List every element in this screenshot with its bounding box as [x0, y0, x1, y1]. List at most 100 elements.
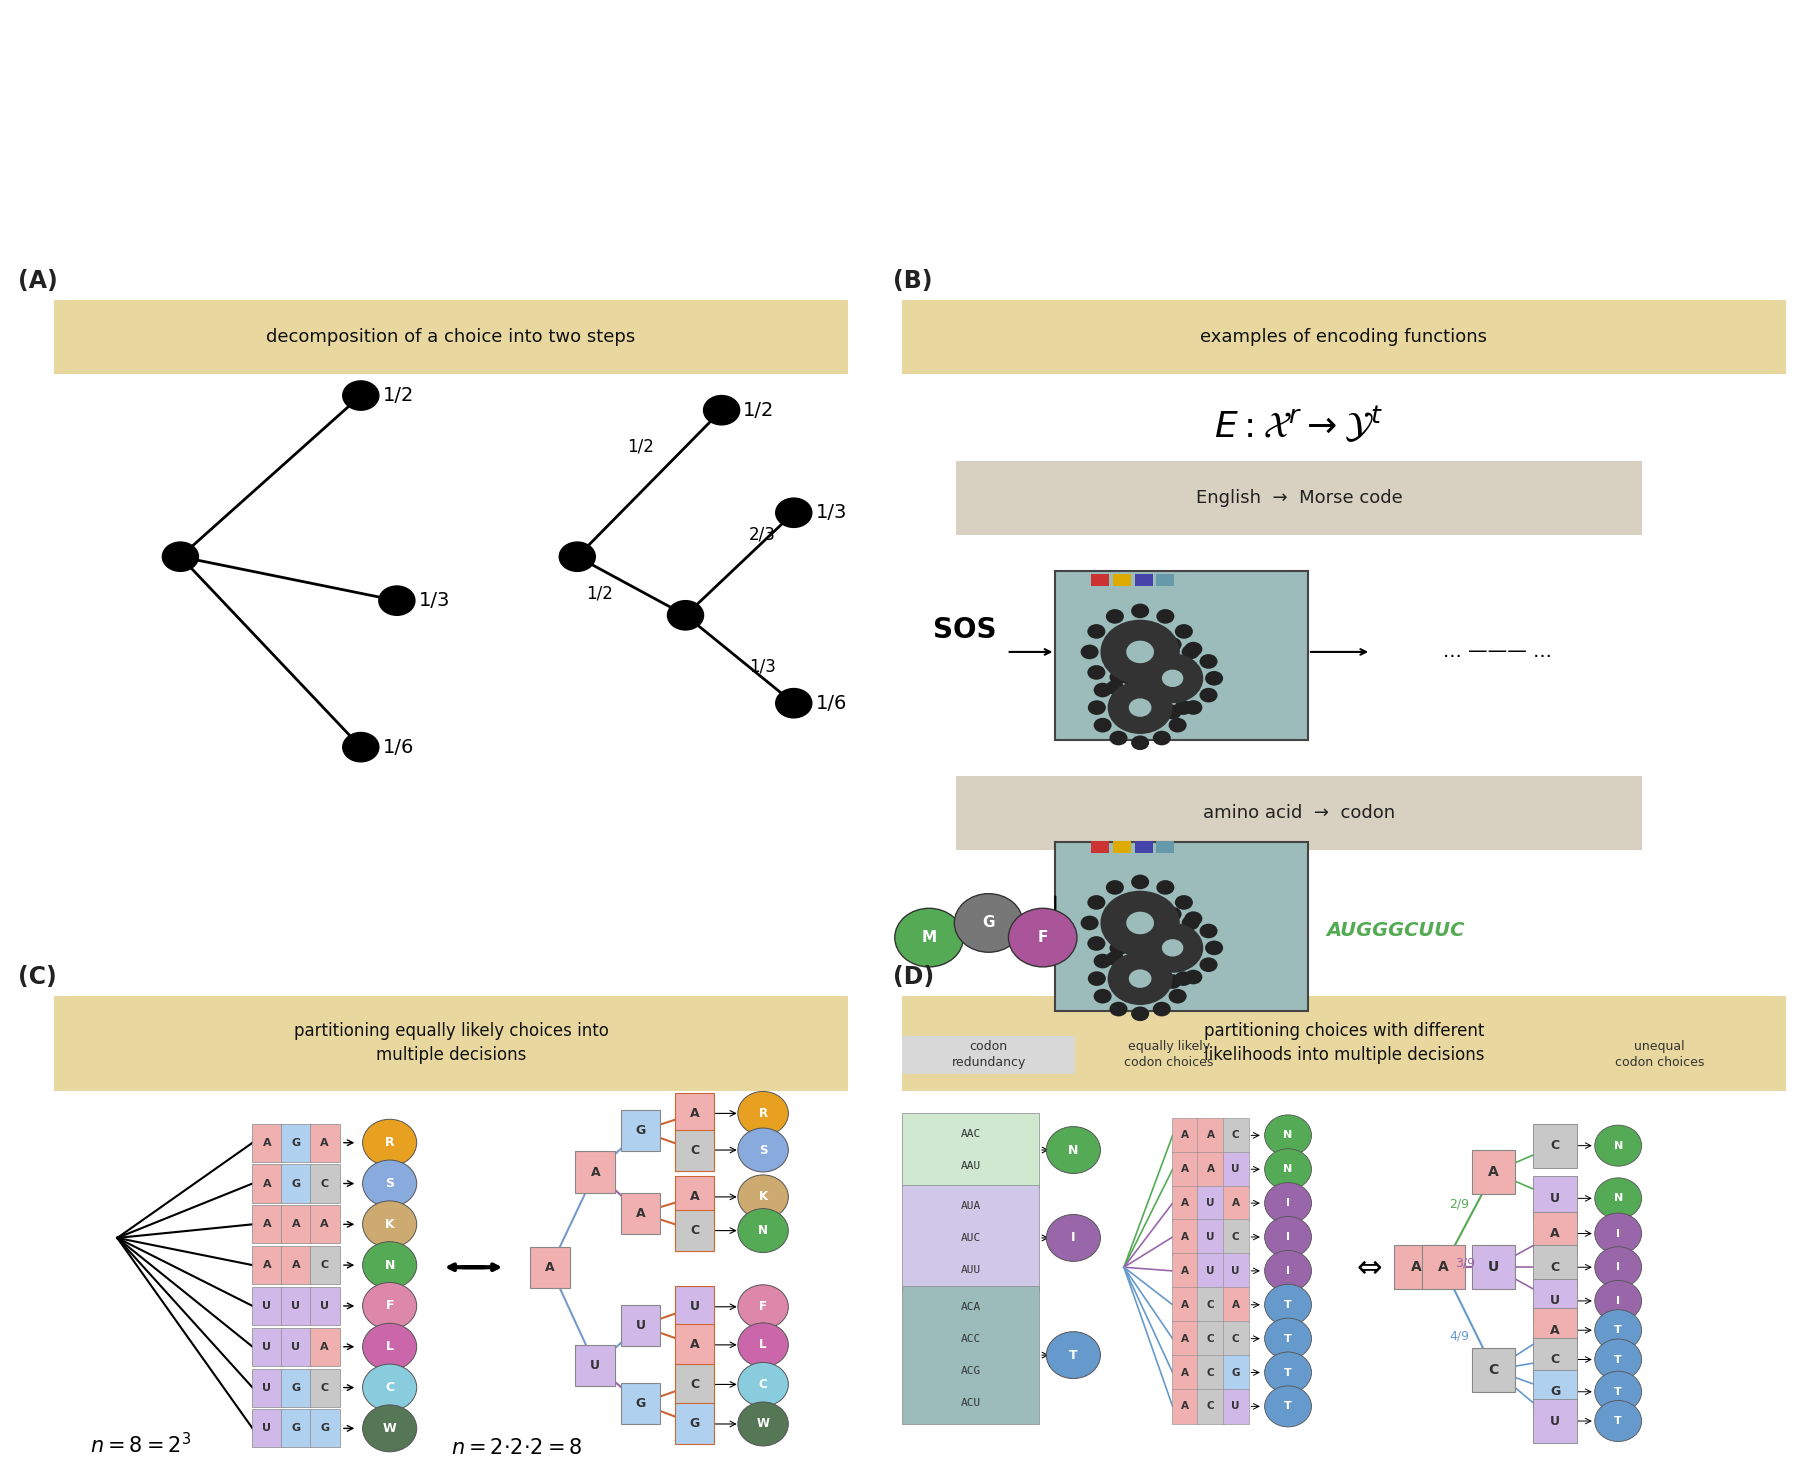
- Text: T: T: [1284, 1333, 1292, 1343]
- FancyBboxPatch shape: [530, 1247, 570, 1288]
- Circle shape: [1122, 671, 1140, 686]
- Circle shape: [1109, 941, 1128, 955]
- Ellipse shape: [1265, 1182, 1312, 1223]
- Ellipse shape: [738, 1402, 788, 1446]
- FancyBboxPatch shape: [253, 1124, 281, 1162]
- Circle shape: [1174, 665, 1192, 680]
- FancyBboxPatch shape: [1533, 1370, 1577, 1414]
- FancyBboxPatch shape: [621, 1193, 660, 1234]
- Circle shape: [1093, 989, 1111, 1004]
- FancyBboxPatch shape: [1198, 1321, 1223, 1357]
- Circle shape: [1164, 907, 1182, 921]
- Text: 1/2: 1/2: [382, 387, 413, 404]
- FancyBboxPatch shape: [902, 1185, 1039, 1291]
- Circle shape: [1169, 683, 1187, 697]
- Text: partitioning choices with different
likelihoods into multiple decisions: partitioning choices with different like…: [1203, 1023, 1485, 1064]
- Circle shape: [1144, 642, 1162, 656]
- Text: A: A: [263, 1178, 271, 1188]
- Text: C: C: [689, 1144, 700, 1156]
- Circle shape: [1174, 936, 1192, 951]
- Text: A: A: [1182, 1402, 1189, 1411]
- Text: (C): (C): [18, 965, 56, 989]
- Text: 1/3: 1/3: [749, 658, 776, 675]
- Circle shape: [1164, 974, 1182, 989]
- Circle shape: [1200, 923, 1218, 939]
- Ellipse shape: [738, 1209, 788, 1253]
- FancyBboxPatch shape: [1055, 842, 1308, 1011]
- Text: A: A: [1550, 1324, 1560, 1336]
- Circle shape: [1153, 670, 1171, 684]
- Text: C: C: [1232, 1333, 1239, 1343]
- Circle shape: [1169, 989, 1187, 1004]
- Circle shape: [1129, 699, 1151, 716]
- Text: ... ——— ...: ... ——— ...: [1443, 643, 1551, 661]
- Text: unequal
codon choices: unequal codon choices: [1615, 1040, 1705, 1069]
- Circle shape: [1131, 735, 1149, 750]
- Text: A: A: [321, 1219, 328, 1229]
- Text: U: U: [1488, 1260, 1499, 1275]
- Ellipse shape: [1595, 1178, 1642, 1219]
- Circle shape: [1122, 941, 1140, 955]
- Text: AUC: AUC: [960, 1234, 981, 1242]
- Text: ACU: ACU: [960, 1399, 981, 1408]
- Circle shape: [1142, 923, 1203, 973]
- FancyBboxPatch shape: [956, 461, 1642, 535]
- Circle shape: [1156, 609, 1174, 624]
- Ellipse shape: [363, 1201, 417, 1248]
- FancyBboxPatch shape: [1223, 1185, 1248, 1220]
- FancyBboxPatch shape: [1223, 1253, 1248, 1289]
- Ellipse shape: [738, 1323, 788, 1367]
- Circle shape: [559, 542, 595, 571]
- Circle shape: [1093, 718, 1111, 732]
- Text: 1/6: 1/6: [382, 738, 413, 756]
- FancyBboxPatch shape: [1422, 1245, 1465, 1289]
- Text: G: G: [983, 916, 994, 930]
- Circle shape: [343, 381, 379, 410]
- Circle shape: [1144, 700, 1162, 715]
- Text: A: A: [1182, 1165, 1189, 1175]
- FancyBboxPatch shape: [1223, 1151, 1248, 1187]
- Text: G: G: [290, 1178, 301, 1188]
- Circle shape: [1164, 637, 1182, 652]
- Text: F: F: [1037, 930, 1048, 945]
- FancyBboxPatch shape: [902, 1036, 1075, 1074]
- Text: N: N: [758, 1225, 769, 1236]
- Text: examples of encoding functions: examples of encoding functions: [1200, 328, 1488, 346]
- Text: decomposition of a choice into two steps: decomposition of a choice into two steps: [267, 328, 635, 346]
- Text: T: T: [1070, 1349, 1077, 1361]
- FancyBboxPatch shape: [902, 300, 1786, 374]
- Text: G: G: [635, 1125, 646, 1137]
- Text: U: U: [1207, 1266, 1214, 1276]
- Text: N: N: [1283, 1165, 1293, 1175]
- Ellipse shape: [363, 1242, 417, 1289]
- Text: A: A: [1182, 1333, 1189, 1343]
- Ellipse shape: [363, 1282, 417, 1329]
- FancyBboxPatch shape: [1472, 1150, 1515, 1194]
- FancyBboxPatch shape: [310, 1247, 339, 1285]
- Text: U: U: [263, 1383, 271, 1393]
- Text: U: U: [263, 1342, 271, 1352]
- Text: 1/2: 1/2: [743, 401, 774, 419]
- Circle shape: [1144, 970, 1162, 984]
- Text: T: T: [1284, 1299, 1292, 1310]
- Text: A: A: [1182, 1266, 1189, 1276]
- Circle shape: [1131, 957, 1149, 971]
- Text: 1/6: 1/6: [815, 694, 846, 712]
- Circle shape: [1088, 936, 1106, 951]
- Circle shape: [1183, 642, 1201, 656]
- Text: A: A: [689, 1191, 700, 1203]
- FancyBboxPatch shape: [1472, 1348, 1515, 1392]
- Circle shape: [1156, 880, 1174, 895]
- Text: A: A: [1438, 1260, 1449, 1275]
- FancyBboxPatch shape: [310, 1124, 339, 1162]
- Text: C: C: [1207, 1333, 1214, 1343]
- Text: A: A: [1550, 1228, 1560, 1239]
- Text: English  →  Morse code: English → Morse code: [1196, 489, 1402, 507]
- Text: 3/9: 3/9: [1454, 1257, 1476, 1269]
- FancyBboxPatch shape: [1091, 841, 1109, 853]
- Circle shape: [1131, 936, 1149, 951]
- Text: T: T: [1284, 1402, 1292, 1411]
- FancyBboxPatch shape: [281, 1368, 310, 1406]
- Ellipse shape: [895, 908, 963, 967]
- FancyBboxPatch shape: [1394, 1245, 1438, 1289]
